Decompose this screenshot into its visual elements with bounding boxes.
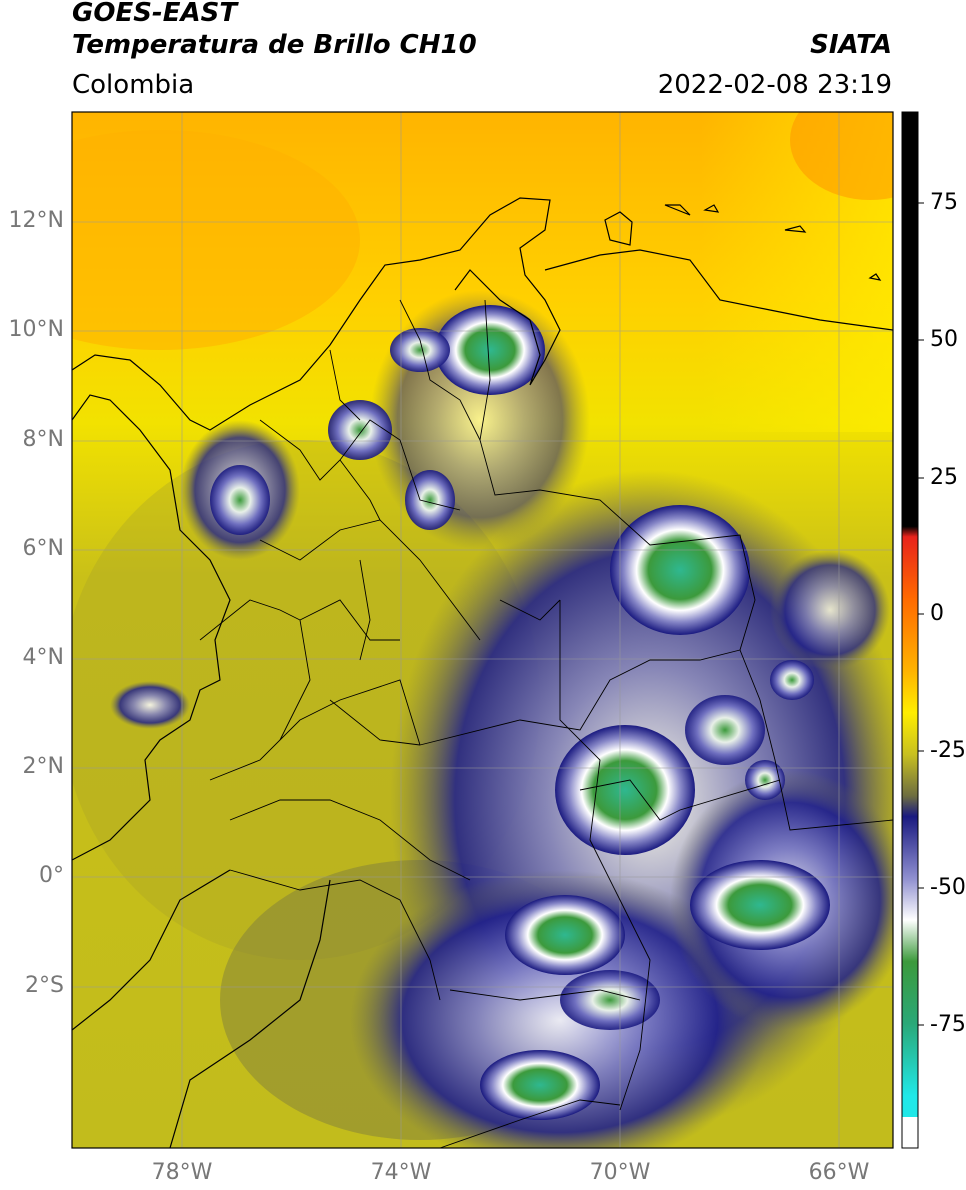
colorbar-tick-label: -75 — [930, 1012, 966, 1037]
lat-tick: 2°N — [22, 754, 64, 779]
lon-tick: 74°W — [370, 1160, 432, 1185]
colorbar-ticks — [918, 202, 924, 1026]
lat-tick: 12°N — [8, 208, 64, 233]
colorbar-tick-label: 0 — [930, 601, 944, 626]
admin-borders — [199, 299, 893, 1148]
map-frame — [71, 111, 894, 1149]
colorbar-tick-label: 25 — [930, 465, 958, 490]
colorbar-tick-label: -25 — [930, 738, 966, 763]
map-panel — [72, 112, 893, 1148]
region-label: Colombia — [72, 70, 195, 100]
lat-tick: 0° — [39, 863, 64, 888]
colorbar-tick-label: 75 — [930, 190, 958, 215]
colorbar — [901, 111, 919, 1149]
lon-tick: 78°W — [151, 1160, 213, 1185]
lat-tick: 10°N — [8, 317, 64, 342]
lon-tick: 70°W — [589, 1160, 651, 1185]
agency-label: SIATA — [810, 30, 892, 60]
lat-tick: 2°S — [25, 973, 64, 998]
coastlines — [72, 197, 893, 1148]
satellite-title: GOES-EAST — [72, 0, 238, 28]
lat-tick: 6°N — [22, 536, 64, 561]
datetime-label: 2022-02-08 23:19 — [657, 70, 892, 100]
colorbar-tick-label: -50 — [930, 875, 966, 900]
product-title: Temperatura de Brillo CH10 — [72, 30, 477, 60]
colorbar-tick-label: 50 — [930, 327, 958, 352]
lat-tick: 8°N — [22, 427, 64, 452]
graticule — [72, 112, 893, 1148]
lon-tick: 66°W — [808, 1160, 870, 1185]
lat-tick: 4°N — [22, 645, 64, 670]
